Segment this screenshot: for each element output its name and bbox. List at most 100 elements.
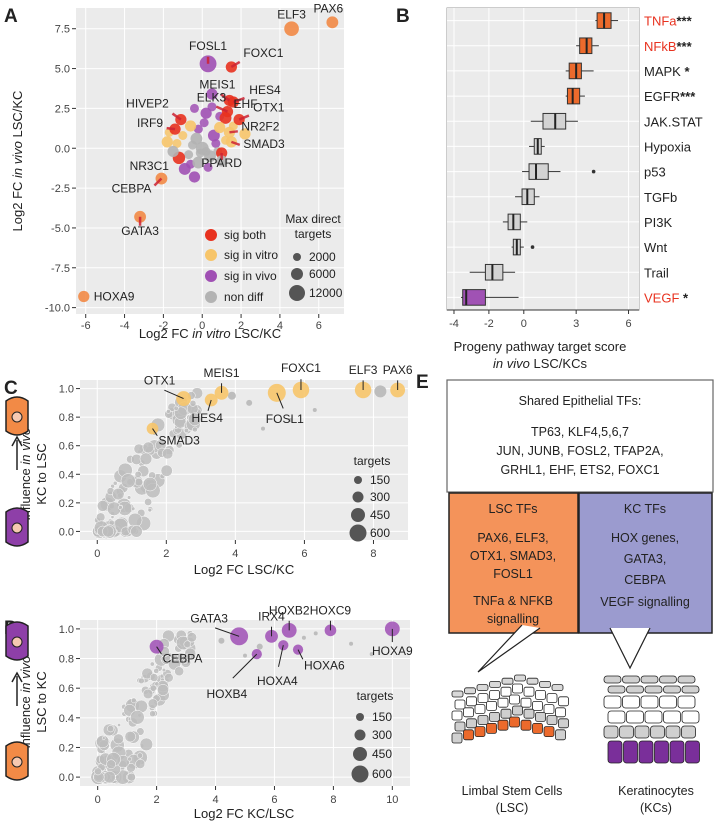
panel-d-bg-point: [117, 723, 121, 727]
lsc-tissue-cell: [500, 686, 512, 697]
panel-d-bg-point: [147, 698, 158, 709]
point-d-hoxc9-label: HOXC9: [310, 603, 352, 617]
panel-c-bg-point: [144, 498, 153, 506]
lsc-tissue-cell: [466, 696, 477, 707]
panel-c-bg-point: [134, 477, 144, 487]
lsc-tissue-cell: [486, 723, 497, 734]
point-c-fosl1-label: FOSL1: [266, 412, 304, 426]
panel-a-ytick-label: 7.5: [55, 24, 70, 36]
point-nr2f2-label: NR2F2: [241, 119, 279, 133]
legend-label-non-diff: non diff: [224, 290, 264, 304]
panel-d-bg-point: [154, 681, 160, 687]
panel-a-xtick-label: 2: [238, 320, 244, 332]
panel-d-bg-point: [127, 756, 133, 762]
panel-d-bg-point: [186, 632, 197, 643]
kc-tissue-cell: [607, 740, 623, 764]
panel-a-ytick-label: -7.5: [51, 263, 70, 275]
panel-a-ytick-label: 2.5: [55, 103, 70, 115]
panel-c-size-legend: targets 150 300 450 600: [349, 454, 390, 542]
panel-d-bg-point: [124, 730, 136, 743]
kc-callout-pointer: [609, 627, 651, 670]
panel-d-size-legend: targets 150 300 450 600: [351, 689, 393, 783]
panel-a-color-legend: sig both sig in vitro sig in vivo non di…: [205, 228, 278, 304]
point-d-irx4-label: IRX4: [258, 609, 285, 623]
panel-d-legend-dot-1: [356, 713, 364, 721]
panel-a-data-point: [195, 141, 209, 155]
lsc-tissue-cell: [466, 718, 477, 729]
panel-a-data-point: [207, 129, 220, 142]
lsc-tissue-cell: [489, 681, 501, 688]
panel-c-bg-point: [120, 473, 136, 489]
panel-c-legend-label-4: 600: [370, 526, 390, 540]
panel-a-data-point: [167, 145, 179, 158]
panel-c-bg-point: [117, 505, 123, 510]
lsc-tissue-cell: [532, 723, 543, 734]
panel-b: TNFa*** NFkB*** MAPK * EGFR*** JAK.STAT Hypox…: [396, 6, 703, 371]
kc-tissue-cell: [603, 675, 622, 684]
kc-tissue-cell: [622, 675, 640, 684]
kc-tf-line-2: GATA3,: [624, 552, 667, 566]
lsc-tissue-illustration: [451, 674, 569, 744]
panel-b-xtick-label: 3: [573, 318, 579, 330]
panel-c-bg-point: [142, 477, 158, 492]
panel-c-bg-point: [288, 418, 293, 422]
panel-c-legend-dot-3: [351, 508, 365, 522]
kc-tf-box: [578, 492, 713, 634]
kc-tissue-cell: [677, 695, 696, 709]
panel-c-bg-point: [130, 506, 136, 511]
point-hivep2-label: HIVEP2: [126, 97, 169, 111]
panel-a-data-point: [189, 103, 199, 113]
lsc-tf-line-2: OTX1, SMAD3,: [470, 549, 556, 563]
lsc-tissue-cell: [555, 707, 566, 718]
box-trail-label: Trail: [644, 265, 669, 280]
legend-swatch-sig-both: [205, 229, 217, 241]
panel-a-ytick-label: 0.0: [55, 143, 70, 155]
panel-d-legend-dot-4: [351, 765, 369, 783]
lsc-cells-label-1: Limbal Stem Cells: [462, 784, 563, 798]
size-legend-dot-small: [293, 253, 301, 261]
panel-a-data-point: [199, 118, 209, 128]
panel-a-ylabel: Log2 FC in vivo LSC/KC: [10, 91, 25, 232]
kc-tissue-cell: [659, 695, 677, 709]
box-vegf: [462, 289, 486, 306]
size-legend-title-2: targets: [295, 227, 332, 241]
panel-b-xlabel-1: Progeny pathway target score: [454, 339, 627, 354]
panel-d-legend-label-2: 300: [372, 728, 392, 742]
panel-d-xtick-label: 2: [154, 794, 160, 806]
lsc-tissue-cell: [509, 716, 520, 728]
panel-a-data-point: [203, 162, 213, 172]
point-hes4-leader: [232, 96, 245, 104]
panel-d-bg-point: [103, 770, 116, 784]
point-irf9-label: IRF9: [137, 116, 163, 130]
panel-a-xlabel: Log2 FC in vitro LSC/KC: [139, 326, 281, 341]
panel-d-xtick-label: 10: [386, 794, 398, 806]
panel-c-bg-point: [126, 495, 132, 500]
panel-d-bg-point: [256, 643, 263, 650]
kc-tissue-cell: [607, 685, 626, 694]
lsc-tissue-cell: [539, 681, 551, 688]
kc-tissue-cell: [622, 695, 640, 709]
kc-tf-line-4: VEGF signalling: [600, 595, 690, 609]
kc-tissue-cell: [640, 675, 659, 684]
panel-d-legend-label-3: 450: [372, 747, 392, 761]
panel-d-bg-point: [136, 752, 143, 759]
panel-c-bg-point: [189, 400, 197, 407]
panel-b-letter: B: [396, 6, 410, 27]
panel-d-bg-point: [142, 688, 154, 700]
kc-cells-label-1: Keratinocytes: [618, 784, 694, 798]
panel-d-legend-label-4: 600: [372, 767, 392, 781]
panel-c-ytick-label: 0.0: [59, 526, 74, 538]
point-c-meis1-label: MEIS1: [204, 366, 240, 380]
panel-c-arrow-head: [11, 435, 23, 447]
point-c-otx1-leader: [164, 389, 184, 400]
point-irf9-leader: [166, 126, 176, 131]
box-pi3k-label: PI3K: [644, 215, 673, 230]
panel-a-data-point: [178, 163, 191, 175]
kc-tissue-cell: [626, 710, 644, 724]
kc-tissue-cell: [623, 740, 638, 764]
legend-label-sig-vitro: sig in vitro: [224, 248, 278, 262]
lsc-tissue-cell: [523, 708, 535, 719]
kc-tissue-cell: [685, 740, 700, 764]
legend-swatch-sig-vitro: [205, 249, 217, 261]
point-d-hoxa4-leader: [278, 645, 284, 667]
